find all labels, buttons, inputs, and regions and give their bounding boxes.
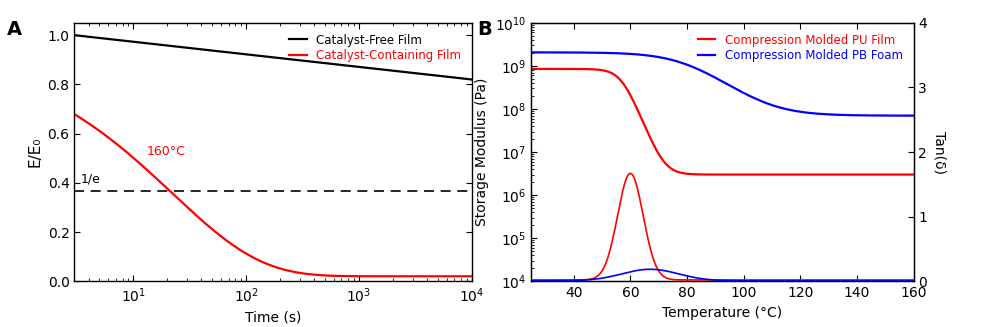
Legend: Compression Molded PU Film, Compression Molded PB Foam: Compression Molded PU Film, Compression …: [693, 29, 908, 67]
Legend: Catalyst-Free Film, Catalyst-Containing Film: Catalyst-Free Film, Catalyst-Containing …: [284, 29, 466, 67]
Text: B: B: [478, 20, 493, 39]
Y-axis label: Tan(δ): Tan(δ): [932, 130, 946, 174]
Text: 1/e: 1/e: [80, 173, 100, 186]
Text: A: A: [7, 20, 22, 39]
Y-axis label: E/E₀: E/E₀: [27, 137, 42, 167]
X-axis label: Temperature (°C): Temperature (°C): [662, 306, 782, 319]
X-axis label: Time (s): Time (s): [245, 310, 301, 324]
Text: 160°C: 160°C: [146, 145, 185, 158]
Y-axis label: Storage Modulus (Pa): Storage Modulus (Pa): [476, 78, 490, 226]
